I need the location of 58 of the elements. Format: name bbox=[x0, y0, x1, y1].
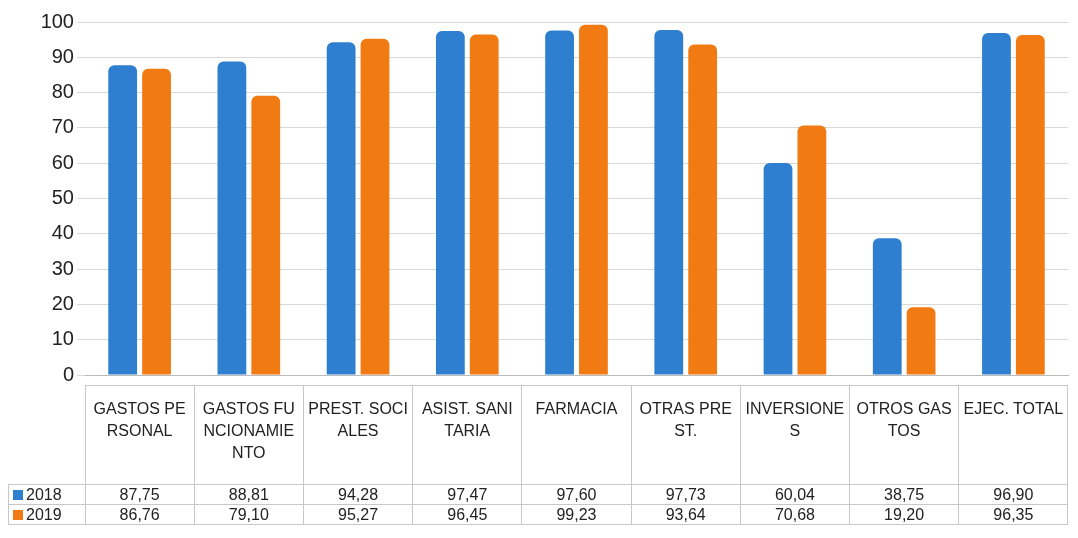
bar bbox=[654, 30, 684, 375]
y-tick-label: 0 bbox=[62, 362, 74, 385]
x-tick-label: EJEC. TOTAL bbox=[958, 385, 1068, 485]
bar bbox=[360, 38, 390, 375]
x-tick-label: PREST. SOCIALES bbox=[303, 385, 413, 485]
y-tick-label: 60 bbox=[51, 150, 74, 173]
bar bbox=[217, 61, 247, 375]
y-tick-label: 10 bbox=[51, 327, 74, 350]
x-tick-label: GASTOS FUNCIONAMIENTO bbox=[194, 385, 304, 485]
data-label: 93,64 bbox=[631, 504, 741, 525]
data-label: 97,60 bbox=[521, 484, 632, 505]
bar bbox=[797, 125, 827, 375]
bar bbox=[872, 238, 902, 375]
x-tick-label: INVERSIONES bbox=[740, 385, 850, 485]
bar bbox=[763, 163, 793, 375]
data-label: 97,47 bbox=[412, 484, 522, 505]
x-tick-label: FARMACIA bbox=[521, 385, 632, 485]
bar bbox=[982, 32, 1011, 375]
bar bbox=[906, 307, 936, 375]
y-tick-label: 30 bbox=[51, 256, 74, 279]
bar bbox=[688, 44, 718, 375]
data-label: 96,90 bbox=[958, 484, 1068, 505]
legend-label: 2019 bbox=[8, 504, 85, 525]
data-label: 87,75 bbox=[85, 484, 195, 505]
y-tick-label: 20 bbox=[51, 291, 74, 314]
data-label: 97,73 bbox=[631, 484, 741, 505]
x-tick-label: OTROS GASTOS bbox=[849, 385, 959, 485]
bar bbox=[579, 24, 608, 375]
y-tick-label: 50 bbox=[51, 186, 74, 209]
y-tick-label: 90 bbox=[51, 44, 74, 67]
data-label: 94,28 bbox=[303, 484, 413, 505]
data-label: 60,04 bbox=[740, 484, 850, 505]
bar bbox=[326, 42, 356, 375]
bar bbox=[469, 34, 499, 375]
bar bbox=[251, 95, 281, 375]
bar bbox=[435, 30, 465, 375]
data-label: 96,45 bbox=[412, 504, 522, 525]
bar bbox=[108, 65, 138, 375]
x-tick-label: OTRAS PREST. bbox=[631, 385, 741, 485]
data-label: 96,35 bbox=[958, 504, 1068, 525]
bar bbox=[142, 68, 171, 375]
legend-label: 2018 bbox=[8, 484, 85, 505]
data-label: 88,81 bbox=[194, 484, 304, 505]
data-label: 38,75 bbox=[849, 484, 959, 505]
bar bbox=[545, 30, 574, 375]
x-tick-label: GASTOS PERSONAL bbox=[85, 385, 195, 485]
data-label: 99,23 bbox=[521, 504, 632, 525]
y-tick-label: 40 bbox=[51, 221, 74, 244]
y-tick-label: 80 bbox=[51, 80, 74, 103]
x-tick-label: ASIST. SANITARIA bbox=[412, 385, 522, 485]
y-tick-label: 100 bbox=[40, 9, 74, 32]
data-label: 79,10 bbox=[194, 504, 304, 525]
data-label: 95,27 bbox=[303, 504, 413, 525]
data-label: 19,20 bbox=[849, 504, 959, 525]
data-label: 86,76 bbox=[85, 504, 195, 525]
data-label: 70,68 bbox=[740, 504, 850, 525]
bar bbox=[1015, 34, 1045, 375]
y-tick-label: 70 bbox=[51, 115, 74, 138]
